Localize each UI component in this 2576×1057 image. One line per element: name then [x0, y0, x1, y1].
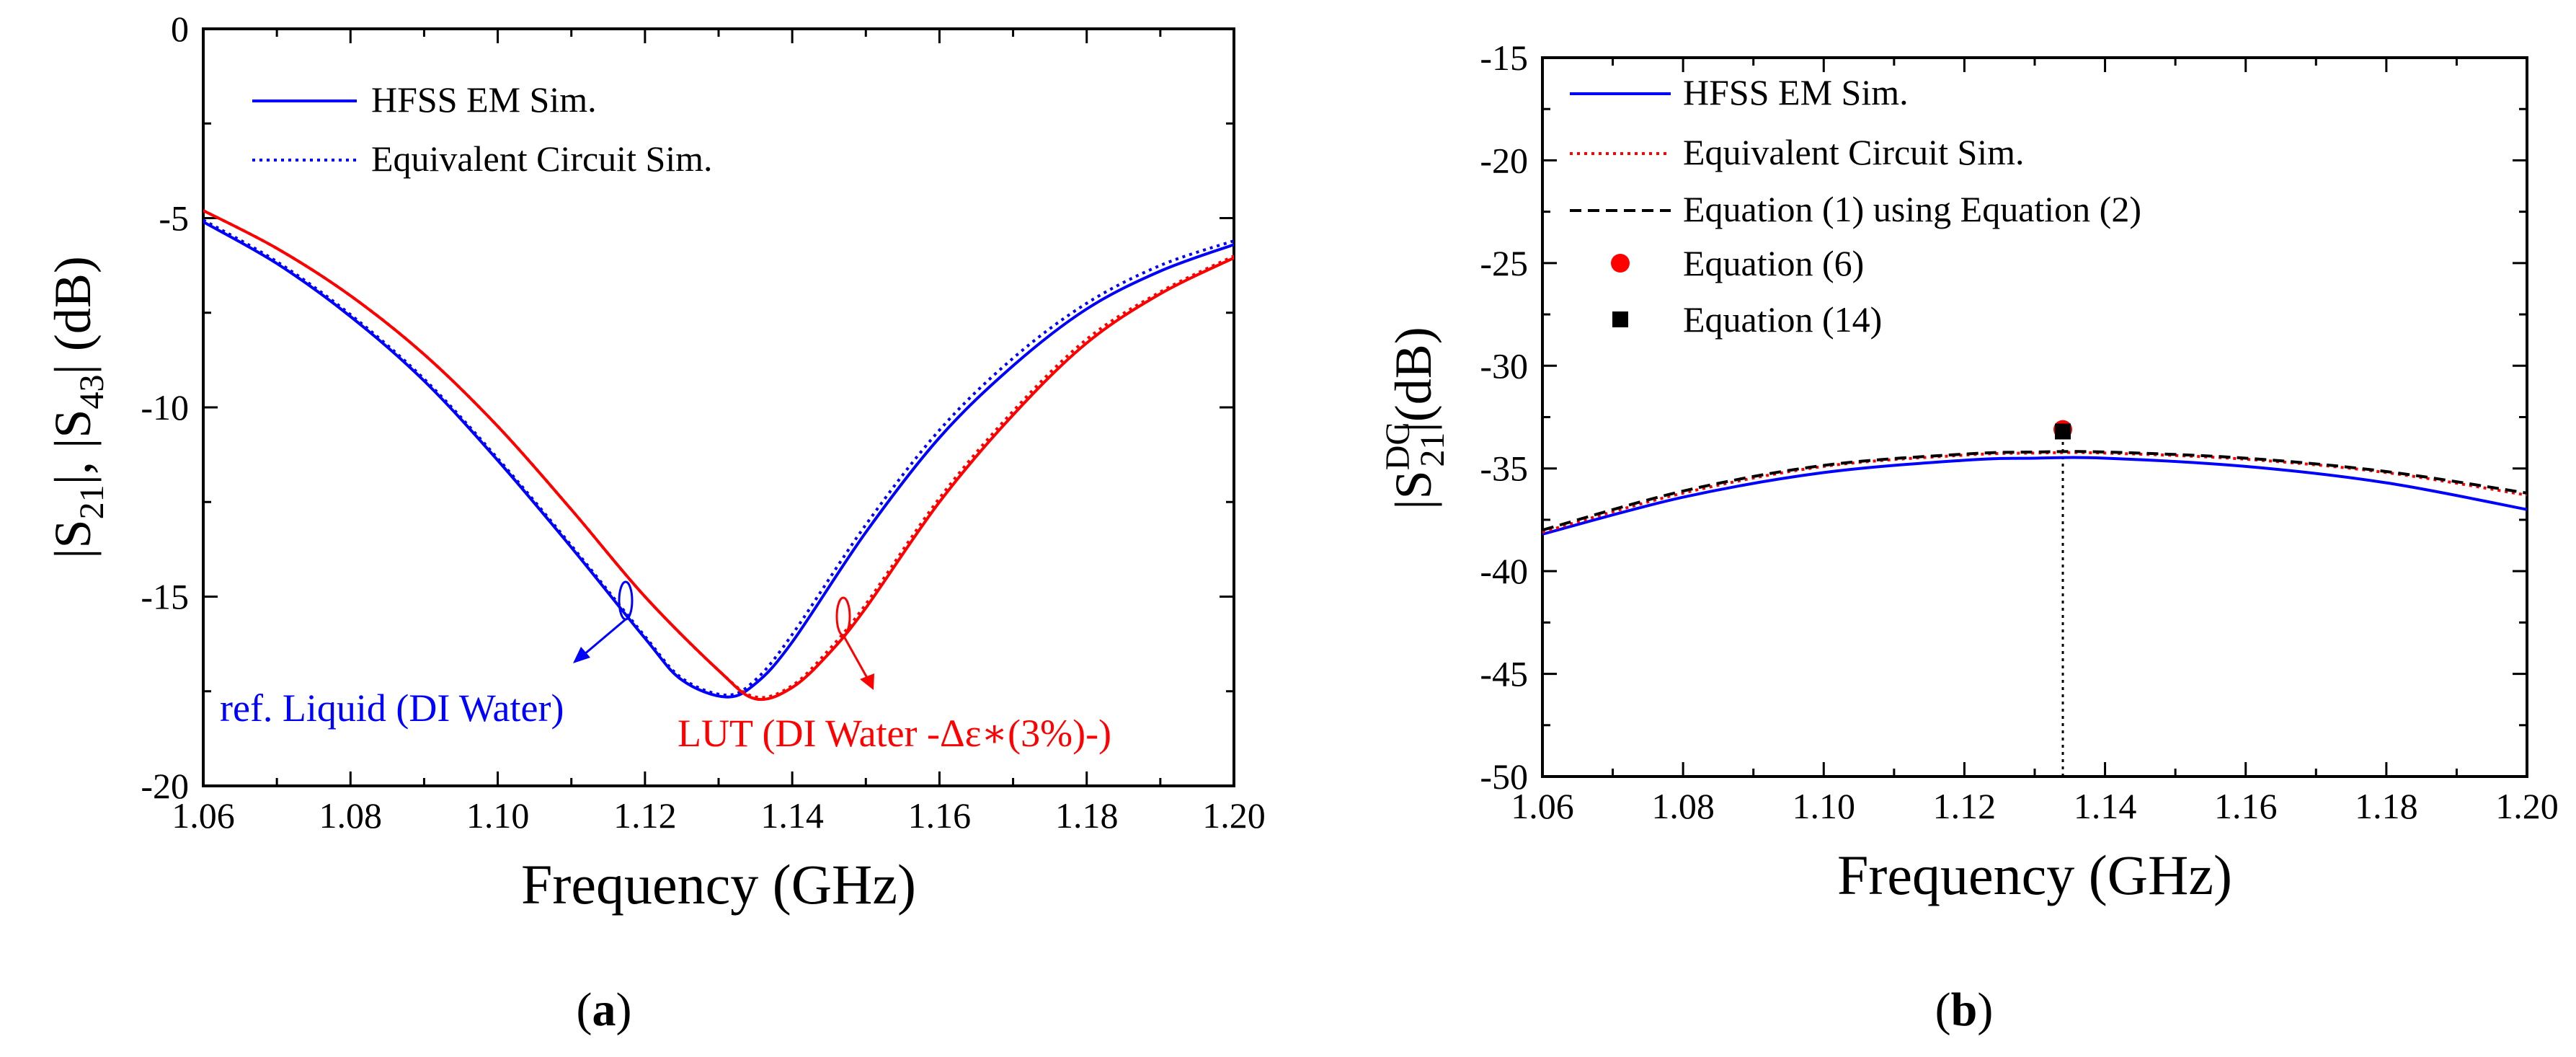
ylabel-b-part1: |S	[1385, 470, 1442, 509]
panel-a-caption: (a)	[577, 983, 632, 1036]
ylabel-a-part1: |S	[44, 519, 102, 558]
annotation-lut-ellipse	[835, 596, 851, 637]
series-line-b-1	[1542, 451, 2527, 534]
annotation-lut-arrow	[842, 634, 869, 678]
panel-a: 1.06 1.08 1.10 1.12 1.14 1.16 1.18 1.20 0 -5 -10 -1…	[44, 9, 1266, 1036]
panel-b-series	[1542, 431, 2527, 777]
annotation-ref-label: ref. Liquid (DI Water)	[220, 686, 564, 730]
panel-a-series	[203, 209, 1234, 702]
x-tick-label: 1.20	[2495, 786, 2559, 826]
y-tick-label: -15	[1480, 37, 1528, 78]
x-tick-label: 1.20	[1202, 795, 1266, 836]
y-tick-label: -10	[141, 387, 189, 428]
y-tick-label: -40	[1480, 551, 1528, 591]
legend-b-equation6-label: Equation (6)	[1683, 243, 1864, 283]
panel-b-tick-labels: 1.06 1.08 1.10 1.12 1.14 1.16 1.18 1.20 -15 -20 -2…	[1480, 37, 2558, 826]
series-line-b-0	[1542, 456, 2527, 536]
x-tick-label: 1.08	[1651, 786, 1715, 826]
annotation-lut-label: LUT (DI Water -Δε∗(3%)-)	[678, 712, 1111, 755]
marker-equation-square	[2055, 423, 2071, 440]
x-tick-label: 1.14	[760, 795, 824, 836]
y-tick-label: -5	[159, 198, 189, 239]
ylabel-a-part3: | (dB)	[44, 256, 102, 374]
ylabel-a-part2: |, |S	[44, 410, 102, 485]
y-tick-label: -45	[1480, 654, 1528, 694]
legend-b-hfss-label: HFSS EM Sim.	[1683, 72, 1909, 112]
annotation-ref-arrowhead	[573, 647, 590, 663]
panel-a-tick-labels: 1.06 1.08 1.10 1.12 1.14 1.16 1.18 1.20 0 -5 -10 -1…	[141, 9, 1265, 836]
series-line-a-1	[203, 218, 1234, 697]
y-tick-label: -50	[1480, 756, 1528, 797]
legend-b-circuit-label: Equivalent Circuit Sim.	[1683, 132, 2025, 172]
x-tick-label: 1.12	[613, 795, 677, 836]
x-tick-label: 1.16	[2214, 786, 2278, 826]
x-tick-label: 1.18	[1055, 795, 1119, 836]
x-tick-label: 1.14	[2074, 786, 2137, 826]
panel-a-ticks	[202, 27, 1235, 787]
series-line-a-3	[203, 209, 1234, 699]
series-line-b-2	[1542, 450, 2527, 532]
y-tick-label: -30	[1480, 345, 1528, 386]
legend-b-equation1-label: Equation (1) using Equation (2)	[1683, 189, 2141, 229]
y-tick-label: -25	[1480, 243, 1528, 283]
panel-b-y-axis-title: |SDC21|(dB)	[1379, 327, 1452, 510]
legend-a-circuit-label: Equivalent Circuit Sim.	[371, 138, 713, 179]
panel-a-annotations: ref. Liquid (DI Water) LUT (DI Water -Δε…	[220, 580, 1111, 755]
x-tick-label: 1.12	[1933, 786, 1997, 826]
x-tick-label: 1.10	[1793, 786, 1856, 826]
panel-b-ticks	[1541, 56, 2528, 778]
y-tick-label: 0	[171, 9, 189, 49]
legend-b-equation14-marker	[1612, 311, 1628, 327]
panel-a-legend: HFSS EM Sim. Equivalent Circuit Sim.	[252, 79, 713, 179]
panel-b-legend: HFSS EM Sim. Equivalent Circuit Sim. Equ…	[1570, 72, 2141, 340]
legend-b-equation6-marker	[1611, 254, 1630, 273]
x-tick-label: 1.08	[319, 795, 383, 836]
ylabel-a-sub2: 43	[73, 375, 111, 410]
panel-a-letter: a	[592, 983, 616, 1036]
panel-a-x-axis-title: Frequency (GHz)	[521, 853, 916, 916]
y-tick-label: -15	[141, 577, 189, 617]
series-line-a-2	[203, 209, 1234, 702]
x-tick-label: 1.10	[466, 795, 530, 836]
x-tick-label: 1.06	[1511, 786, 1574, 826]
y-tick-label: -20	[1480, 140, 1528, 180]
panel-a-y-axis-title: |S21|, |S43| (dB)	[44, 256, 111, 559]
panel-b-x-axis-title: Frequency (GHz)	[1837, 844, 2232, 906]
ylabel-b-sub: 21	[1413, 433, 1452, 467]
legend-a-hfss-label: HFSS EM Sim.	[371, 79, 597, 120]
x-tick-label: 1.06	[172, 795, 235, 836]
ylabel-b-sup: DC	[1379, 423, 1417, 471]
y-tick-label: -20	[141, 766, 189, 806]
x-tick-label: 1.18	[2355, 786, 2418, 826]
series-line-a-0	[203, 221, 1234, 699]
ylabel-b-part2: |(dB)	[1385, 327, 1442, 432]
panel-b-letter: b	[1951, 983, 1978, 1036]
y-tick-label: -35	[1480, 448, 1528, 489]
annotation-lut-arrowhead	[860, 673, 874, 690]
ylabel-a-sub1: 21	[73, 485, 111, 519]
panel-b-caption: (b)	[1935, 983, 1994, 1036]
annotation-ref-arrow	[583, 618, 626, 656]
panel-b: 1.06 1.08 1.10 1.12 1.14 1.16 1.18 1.20 -15 -20 -2…	[1379, 37, 2559, 1036]
legend-b-equation14-label: Equation (14)	[1683, 299, 1882, 340]
x-tick-label: 1.16	[908, 795, 972, 836]
